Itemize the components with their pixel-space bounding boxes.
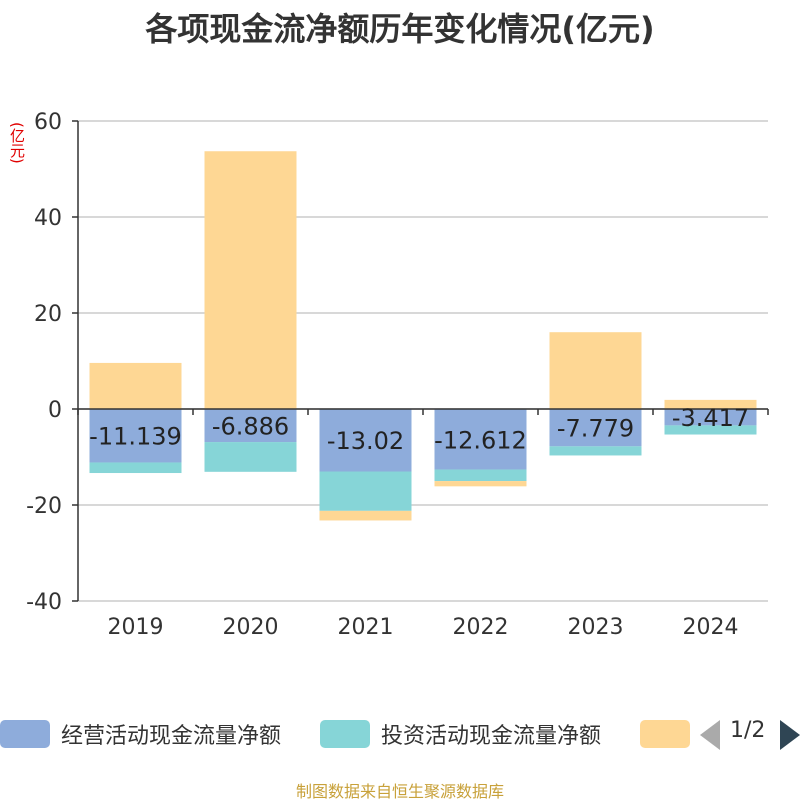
- y-tick-label: 20: [34, 302, 62, 327]
- bar-series2-2024: [664, 399, 757, 409]
- x-tick-label-2023: 2023: [568, 615, 624, 640]
- legend-item-operating[interactable]: 经营活动现金流量净额: [0, 712, 281, 756]
- legend-label-operating: 经营活动现金流量净额: [61, 724, 282, 749]
- bar-series2-2020: [204, 151, 297, 410]
- bar-series0-2021: [319, 409, 412, 472]
- legend-label-investing: 投资活动现金流量净额: [381, 724, 602, 749]
- data-label: -7.779: [557, 415, 634, 443]
- chart-title: 各项现金流净额历年变化情况(亿元): [145, 10, 655, 48]
- legend-swatch-investing: [320, 720, 370, 748]
- bar-series2-2019: [89, 362, 182, 409]
- y-tick-label: 0: [48, 398, 62, 423]
- data-label: -11.139: [89, 423, 182, 451]
- bar-series1-2024: [664, 425, 757, 435]
- legend-page-indicator: 1/2: [730, 718, 766, 743]
- x-tick-label-2019: 2019: [108, 615, 164, 640]
- bar-series0-2019: [89, 409, 182, 463]
- x-tick-label-2021: 2021: [338, 615, 394, 640]
- data-label: -3.417: [672, 404, 749, 432]
- source-note: 制图数据来自恒生聚源数据库: [295, 782, 504, 801]
- bar-series2-2023: [549, 332, 642, 409]
- legend-swatch-financing: [640, 720, 690, 748]
- y-tick-label: -40: [26, 590, 62, 615]
- bar-series1-2019: [89, 462, 182, 474]
- legend-item-financing[interactable]: [640, 712, 690, 756]
- data-label: -13.02: [327, 427, 404, 455]
- bar-series1-2020: [204, 442, 297, 472]
- x-tick-label-2024: 2024: [683, 615, 739, 640]
- y-tick-label: 60: [34, 110, 62, 135]
- bar-series0-2020: [204, 409, 297, 443]
- legend: 经营活动现金流量净额 投资活动现金流量净额: [0, 712, 800, 756]
- x-tick-label-2022: 2022: [453, 615, 509, 640]
- legend-item-investing[interactable]: 投资活动现金流量净额: [320, 712, 601, 756]
- bar-series1-2021: [319, 471, 412, 511]
- bar-series0-2023: [549, 409, 642, 447]
- y-tick-label: 40: [34, 206, 62, 231]
- x-tick-label-2020: 2020: [223, 615, 279, 640]
- bar-series1-2022: [434, 469, 527, 482]
- chart-plot: -40 -20 0 20 40 60 -11.139 -6.886 -13.02 -12.612 -…: [26, 110, 769, 640]
- bar-series0-2024: [664, 409, 757, 426]
- bar-series2-2022: [434, 481, 527, 487]
- legend-prev-page-icon[interactable]: [700, 720, 720, 750]
- legend-next-page-icon[interactable]: [780, 720, 800, 750]
- y-tick-label: -20: [26, 494, 62, 519]
- bar-series0-2022: [434, 409, 527, 470]
- bar-series1-2023: [549, 446, 642, 456]
- data-label: -12.612: [434, 426, 527, 454]
- data-label: -6.886: [212, 413, 289, 441]
- bar-series2-2021: [319, 510, 412, 521]
- y-axis-unit-label: (亿元): [8, 122, 26, 164]
- legend-swatch-operating: [0, 720, 50, 748]
